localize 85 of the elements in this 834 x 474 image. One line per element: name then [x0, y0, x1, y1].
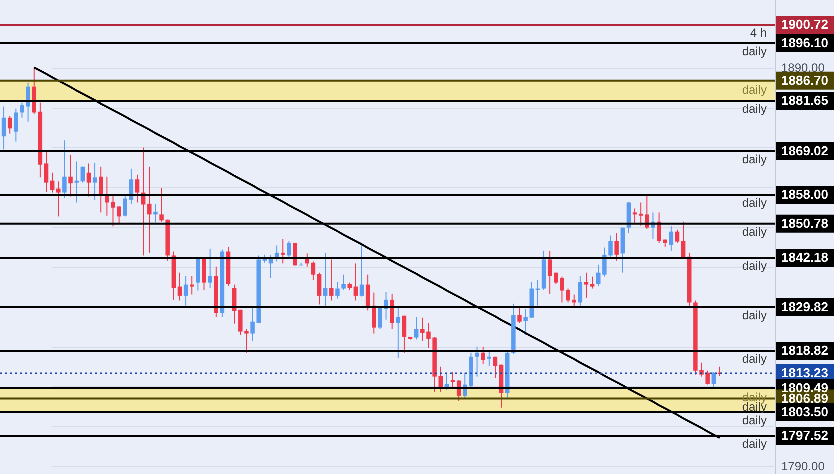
candlestick: [202, 257, 206, 290]
annotation: 4 h: [750, 26, 767, 40]
candlestick: [645, 195, 650, 230]
ref-line-label: 1858.00: [782, 187, 828, 202]
candlestick: [135, 174, 140, 204]
candlestick: [8, 115, 12, 134]
ref-line-label: 1818.82: [782, 343, 828, 358]
candlestick: [80, 166, 86, 184]
candlestick: [596, 264, 601, 286]
candlestick: [62, 140, 67, 198]
candlestick: [287, 240, 292, 258]
ref-line-label: 1886.70: [782, 72, 828, 88]
ref-line-label: 1813.23: [782, 366, 828, 381]
annotation: daily: [742, 308, 767, 322]
candlestick: [281, 238, 286, 264]
candlestick: [311, 261, 316, 281]
candlestick: [148, 166, 152, 254]
candlestick: [123, 194, 128, 218]
ref-line-label: 1842.18: [782, 250, 828, 266]
candlestick: [196, 257, 200, 292]
candlestick: [317, 272, 322, 306]
ref-line-label: 1803.50: [782, 404, 828, 420]
candlestick: [154, 203, 158, 224]
candlestick: [712, 372, 716, 390]
annotation: daily: [742, 102, 767, 116]
ref-line-label: 1900.72: [782, 17, 828, 32]
candlestick: [74, 161, 79, 204]
candlestick: [396, 306, 401, 359]
candlestick: [675, 229, 680, 244]
ref-line-label: 1797.52: [782, 428, 828, 444]
candlestick: [44, 151, 49, 192]
candlestick: [56, 181, 61, 218]
candlestick: [402, 315, 407, 354]
ref-line-label: 1869.02: [782, 143, 828, 158]
candlestick: [390, 293, 394, 330]
candlestick: [360, 243, 364, 298]
candlestick: [590, 276, 595, 290]
candlestick: [614, 232, 619, 262]
ref-line-label: 1829.82: [782, 299, 828, 314]
ref-line-label: 1850.78: [782, 216, 828, 231]
annotation: daily: [742, 413, 767, 428]
candlestick: [481, 346, 486, 365]
candlestick: [518, 306, 522, 324]
annotation: daily: [742, 437, 767, 452]
candlestick: [632, 208, 638, 226]
annotation: daily: [742, 224, 767, 239]
candlestick: [493, 356, 498, 379]
candlestick: [184, 276, 188, 306]
band-label: daily: [742, 82, 767, 97]
candlestick: [548, 250, 552, 294]
candlestick: [178, 272, 182, 302]
candlestick: [475, 346, 480, 378]
candlestick: [50, 172, 55, 194]
ref-line-label: 1896.10: [782, 35, 828, 50]
candlestick: [638, 202, 644, 226]
candlestick: [669, 226, 674, 252]
y-tick-label: 1890.00: [782, 61, 826, 76]
candlestick: [342, 274, 346, 290]
annotation: daily: [742, 196, 767, 210]
candlestick: [330, 259, 334, 302]
candlestick: [524, 308, 528, 336]
candlestick: [487, 350, 492, 367]
candlestick: [86, 163, 92, 198]
candlestick: [372, 292, 376, 334]
annotation: daily: [742, 152, 767, 166]
candlestick: [366, 274, 370, 312]
candlestick: [190, 276, 194, 296]
annotation: daily: [742, 259, 767, 274]
candlestick: [578, 276, 583, 308]
candlestick: [336, 282, 340, 300]
candlestick: [14, 108, 18, 142]
candlestick: [323, 252, 328, 308]
candlestick: [584, 272, 589, 298]
candlestick: [92, 162, 98, 200]
candlestick: [68, 154, 73, 198]
ref-line-label: 1881.65: [782, 92, 828, 108]
candlestick: [681, 221, 686, 260]
candlestick: [208, 248, 212, 288]
candlestick: [414, 316, 419, 340]
candlestick: [2, 106, 6, 150]
annotation: daily: [742, 44, 767, 58]
y-tick-label: 1790.00: [782, 460, 826, 474]
candlestick: [450, 372, 456, 388]
candlestick: [354, 263, 358, 302]
annotation: daily: [742, 352, 767, 366]
